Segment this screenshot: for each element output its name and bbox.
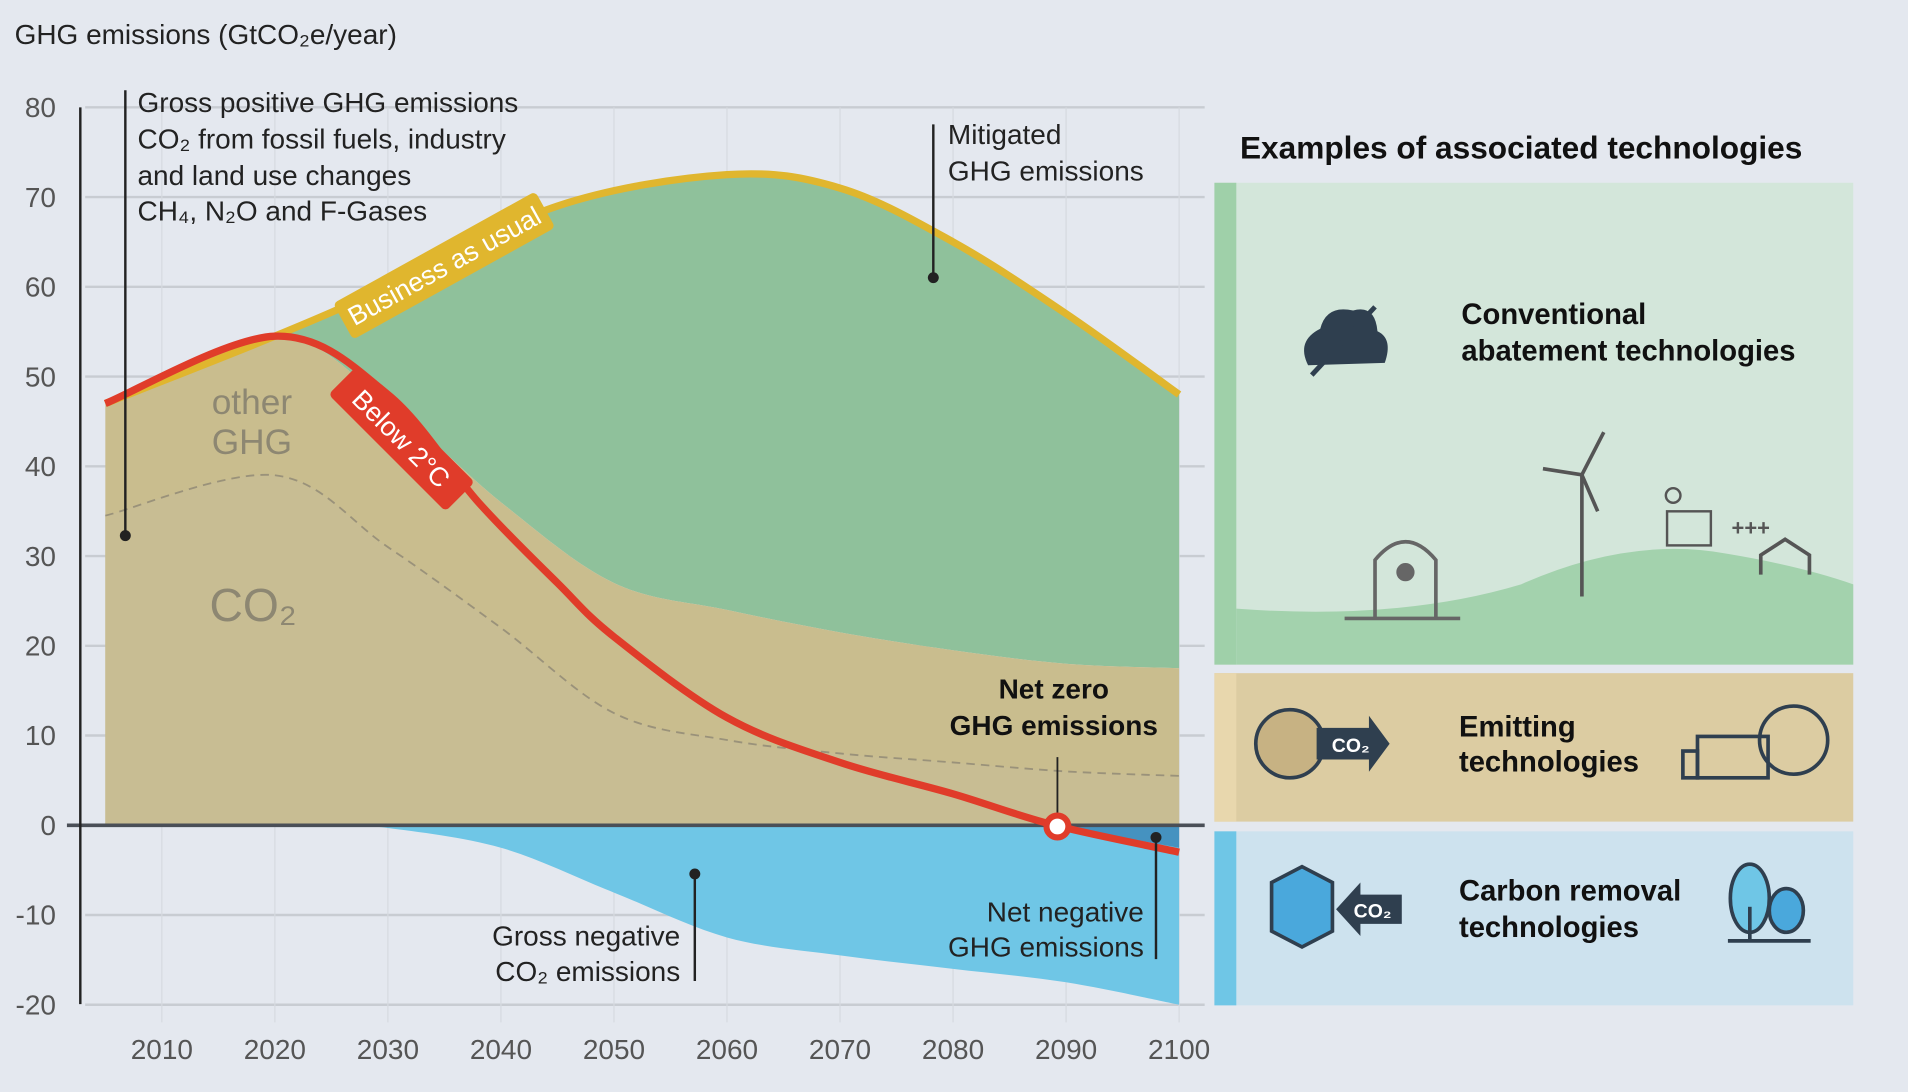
co2-label: CO₂ [209,579,296,631]
area-gross-negative [331,825,1180,1005]
wind-turbine-icon [1542,431,1606,597]
svg-text:Mitigated: Mitigated [948,119,1062,150]
y-tick-label: 10 [25,720,56,751]
svg-text:CH₄, N₂O and F-Gases: CH₄, N₂O and F-Gases [138,195,428,226]
svg-text:CO₂ from fossil fuels, industr: CO₂ from fossil fuels, industry [138,124,506,155]
x-tick-label: 2070 [809,1034,871,1065]
y-tick-label: 80 [25,92,56,123]
truck-icon [1681,704,1830,780]
plus-marks: +++ [1732,516,1770,541]
x-tick-label: 2040 [470,1034,532,1065]
lines [66,170,1205,856]
co2-capture-arrow-icon: CO₂ [1269,864,1402,950]
svg-text:other: other [212,383,293,422]
house-icon [1758,537,1812,575]
section-carbon-removal: CO₂ Carbon removal technologies [1214,831,1854,1006]
y-tick-label: 20 [25,631,56,662]
mitigated-annotation: Mitigated GHG emissions [927,119,1144,284]
area-net-negative [1054,825,1180,848]
gross-positive-annotation: Gross positive GHG emissions CO₂ from fo… [119,87,519,542]
svg-text:GHG emissions: GHG emissions [948,932,1144,963]
svg-text:abatement technologies: abatement technologies [1461,335,1795,367]
net-zero-marker [1043,812,1072,841]
x-tick-label: 2100 [1148,1034,1210,1065]
svg-text:GHG emissions: GHG emissions [948,155,1144,186]
svg-text:Emitting: Emitting [1459,711,1576,743]
svg-text:GHG emissions: GHG emissions [950,710,1158,741]
svg-text:Net zero: Net zero [999,674,1109,705]
svg-text:GHG: GHG [212,423,292,462]
x-tick-label: 2080 [922,1034,984,1065]
line-business-as-usual [103,170,1182,407]
svg-text:Net negative: Net negative [987,896,1144,927]
line-co2 [105,473,1180,777]
gross-negative-annotation: Gross negative CO₂ emissions [492,868,701,987]
area-co2 [105,474,1180,826]
svg-text:Gross positive GHG emissions: Gross positive GHG emissions [138,87,519,118]
line-below-2c [103,332,1180,856]
x-tick-label: 2090 [1035,1034,1097,1065]
co2-crossed-cloud-icon [1304,305,1388,377]
y-tick-label: -20 [16,989,56,1020]
y-tick-label: 70 [25,182,56,213]
net-negative-annotation: Net negative GHG emissions [948,831,1162,963]
svg-text:Carbon removal: Carbon removal [1459,876,1681,908]
y-tick-label: 0 [40,810,56,841]
co2-emission-arrow-icon: CO₂ [1253,707,1390,780]
y-tick-label: 40 [25,451,56,482]
x-tick-label: 2010 [131,1034,193,1065]
svg-text:technologies: technologies [1459,912,1639,944]
section-conventional: Conventional abatement technologies +++ [1214,182,1854,665]
svg-text:Conventional: Conventional [1461,299,1646,331]
y-axis-title: GHG emissions (GtCO₂e/year) [15,19,397,50]
x-tick-label: 2050 [583,1034,645,1065]
x-tick-label: 2060 [696,1034,758,1065]
svg-text:technologies: technologies [1459,747,1639,779]
svg-text:CO₂: CO₂ [1332,735,1370,757]
nuclear-plant-icon [1344,539,1461,621]
svg-text:CO₂: CO₂ [1354,901,1392,923]
x-tick-label: 2030 [357,1034,419,1065]
y-tick-label: 30 [25,541,56,572]
technologies-panel: Examples of associated technologies Conv… [1214,129,1854,1006]
net-zero-annotation: Net zero GHG emissions [950,674,1158,823]
svg-text:Gross negative: Gross negative [492,921,680,952]
svg-text:CO₂ emissions: CO₂ emissions [495,956,680,987]
svg-text:and land use changes: and land use changes [138,160,412,191]
y-tick-label: -10 [16,900,56,931]
other-ghg-label: other GHG [212,383,293,462]
y-tick-label: 60 [25,272,56,303]
panel-title: Examples of associated technologies [1240,129,1802,165]
trees-icon [1727,862,1811,943]
solar-panel-icon [1664,486,1713,547]
x-tick-label: 2020 [244,1034,306,1065]
section-emitting: CO₂ Emitting technologies [1214,673,1854,822]
y-tick-label: 50 [25,361,56,392]
